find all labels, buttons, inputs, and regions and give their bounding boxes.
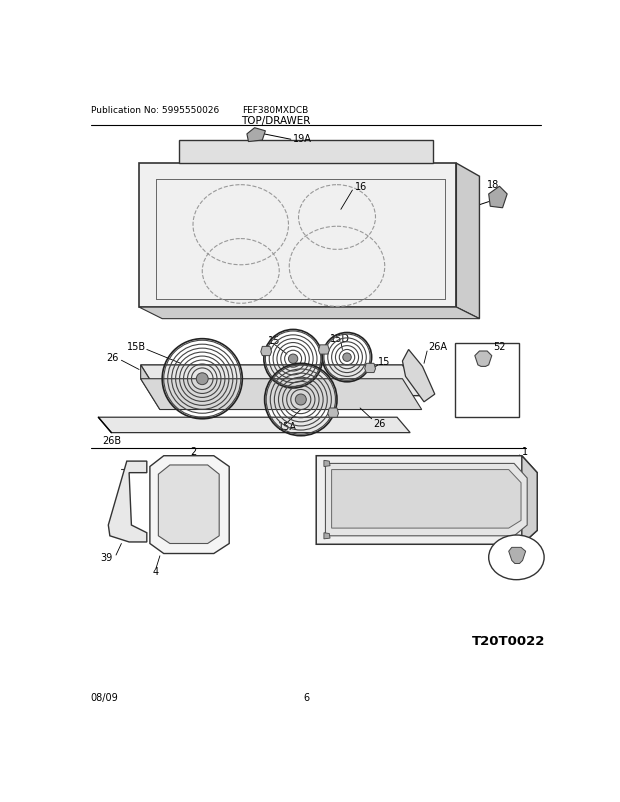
Polygon shape	[455, 344, 520, 418]
Text: Publication No: 5995550026: Publication No: 5995550026	[91, 106, 219, 115]
Polygon shape	[141, 366, 160, 410]
Polygon shape	[522, 456, 537, 545]
Polygon shape	[141, 379, 422, 410]
Polygon shape	[324, 461, 330, 467]
Text: 2: 2	[190, 447, 196, 456]
Polygon shape	[261, 347, 272, 356]
Text: 15D: 15D	[330, 334, 350, 343]
Polygon shape	[99, 418, 410, 433]
Text: FEF380MXDCB: FEF380MXDCB	[242, 106, 309, 115]
Ellipse shape	[489, 536, 544, 580]
Text: 1: 1	[522, 447, 528, 456]
Polygon shape	[402, 350, 435, 403]
Polygon shape	[456, 164, 479, 319]
Polygon shape	[158, 465, 219, 544]
Polygon shape	[489, 187, 507, 209]
Text: 39: 39	[100, 553, 113, 563]
Polygon shape	[108, 461, 147, 542]
Polygon shape	[508, 548, 526, 564]
Polygon shape	[139, 308, 479, 319]
Polygon shape	[328, 408, 339, 418]
Text: 18: 18	[487, 180, 499, 190]
Text: 52: 52	[494, 341, 506, 351]
Polygon shape	[324, 533, 330, 539]
Polygon shape	[475, 351, 492, 367]
Text: TOP/DRAWER: TOP/DRAWER	[241, 115, 310, 126]
Text: 26A: 26A	[428, 341, 447, 351]
Text: 6: 6	[303, 693, 309, 703]
Text: 7: 7	[504, 566, 510, 577]
Text: 15: 15	[268, 336, 280, 346]
Polygon shape	[332, 470, 521, 529]
Text: 26: 26	[106, 353, 118, 363]
Polygon shape	[326, 464, 527, 536]
Circle shape	[197, 373, 208, 385]
Text: 15A: 15A	[278, 422, 297, 432]
Polygon shape	[316, 456, 537, 545]
Text: 16: 16	[355, 182, 367, 192]
Text: T20T0022: T20T0022	[472, 634, 545, 647]
Polygon shape	[247, 128, 265, 143]
Polygon shape	[139, 164, 456, 308]
Text: 15: 15	[378, 357, 390, 367]
Text: 08/09: 08/09	[91, 693, 118, 703]
Circle shape	[295, 395, 306, 406]
Text: 26: 26	[373, 418, 386, 428]
Circle shape	[288, 354, 298, 364]
Text: 15B: 15B	[127, 342, 146, 352]
Text: 19A: 19A	[293, 134, 312, 144]
Text: 26B: 26B	[102, 435, 122, 446]
Circle shape	[343, 354, 352, 362]
Polygon shape	[179, 141, 433, 164]
Polygon shape	[150, 456, 229, 554]
Polygon shape	[365, 364, 376, 373]
Polygon shape	[141, 366, 422, 396]
Text: 4: 4	[152, 566, 158, 577]
Polygon shape	[319, 346, 329, 354]
